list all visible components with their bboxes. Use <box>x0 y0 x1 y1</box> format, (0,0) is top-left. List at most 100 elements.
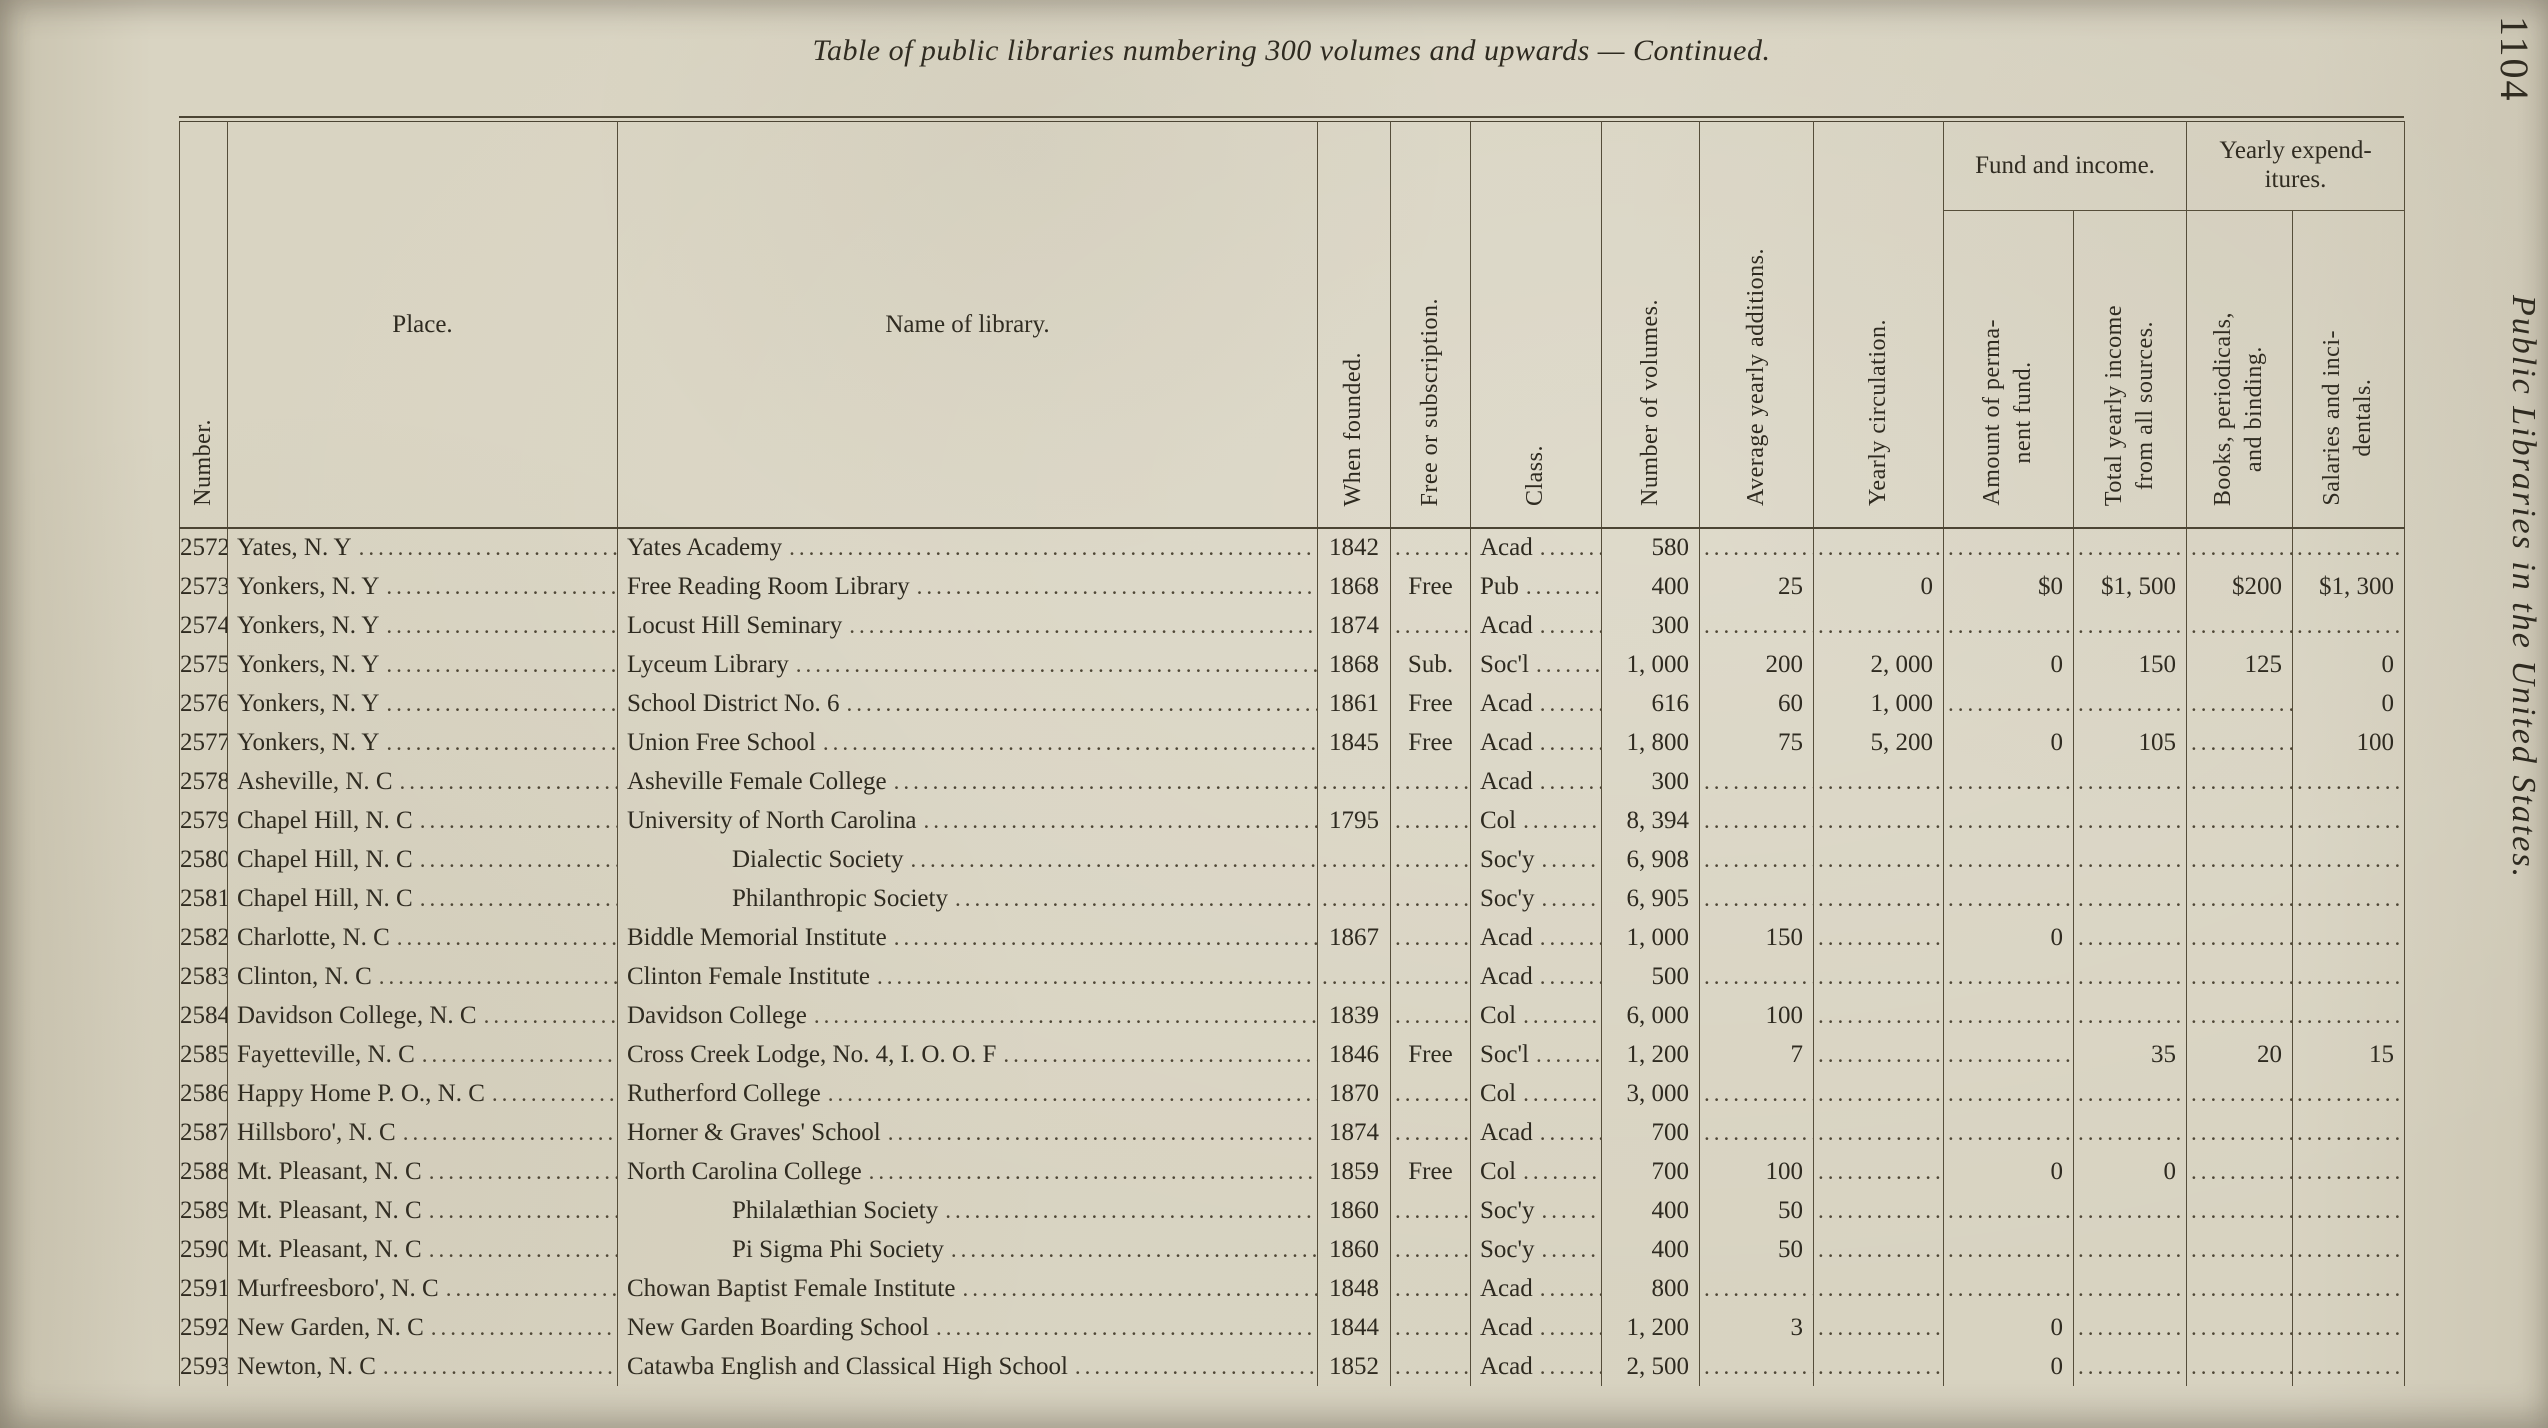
cell-free-or-sub <box>1390 528 1471 567</box>
cell-free-or-sub <box>1390 801 1471 840</box>
cell-number: 2581 <box>179 879 228 918</box>
cell-place: Mt. Pleasant, N. C <box>227 1152 618 1191</box>
cell-books-binding: 20 <box>2186 1035 2293 1074</box>
cell-books-binding <box>2186 996 2293 1035</box>
cell-place: Yonkers, N. Y <box>227 606 618 645</box>
cell-permanent-fund: 0 <box>1943 723 2074 762</box>
cell-class: Soc'y <box>1470 1230 1602 1269</box>
cell-free-or-sub <box>1390 1191 1471 1230</box>
cell-free-or-sub: Free <box>1390 1152 1471 1191</box>
cell-number: 2586 <box>179 1074 228 1113</box>
table-row: 2589 Mt. Pleasant, N. C Philalæthian Soc… <box>179 1191 2406 1230</box>
cell-library-name: Free Reading Room Library <box>617 567 1318 606</box>
cell-circulation <box>1813 1191 1944 1230</box>
cell-volumes: 6, 905 <box>1601 879 1700 918</box>
cell-library-name: Chowan Baptist Female Institute <box>617 1269 1318 1308</box>
cell-free-or-sub: Free <box>1390 723 1471 762</box>
cell-number: 2580 <box>179 840 228 879</box>
cell-place: Asheville, N. C <box>227 762 618 801</box>
cell-when-founded <box>1317 879 1391 918</box>
cell-library-name: Pi Sigma Phi Society <box>617 1230 1318 1269</box>
cell-additions <box>1699 840 1814 879</box>
cell-number: 2587 <box>179 1113 228 1152</box>
cell-salaries: 0 <box>2291 684 2406 723</box>
cell-number: 2577 <box>179 723 228 762</box>
cell-volumes: 6, 000 <box>1601 996 1700 1035</box>
cell-circulation <box>1813 1035 1944 1074</box>
cell-place: Yonkers, N. Y <box>227 567 618 606</box>
cell-books-binding <box>2186 801 2293 840</box>
cell-number: 2573 <box>179 567 228 606</box>
cell-circulation <box>1813 1152 1944 1191</box>
column-group-yearly-expenditures: Yearly expend- itures. <box>2185 121 2406 211</box>
cell-salaries <box>2291 840 2406 879</box>
cell-class: Col <box>1470 801 1602 840</box>
cell-library-name: Biddle Memorial Institute <box>617 918 1318 957</box>
cell-when-founded: 1874 <box>1317 1113 1391 1152</box>
table-row: 2593 Newton, N. C Catawba English and Cl… <box>179 1347 2406 1386</box>
cell-circulation <box>1813 1308 1944 1347</box>
cell-additions <box>1699 528 1814 567</box>
cell-total-income <box>2073 996 2187 1035</box>
cell-volumes: 700 <box>1601 1152 1700 1191</box>
cell-total-income <box>2073 1191 2187 1230</box>
column-header-when-founded: When founded. <box>1317 121 1391 529</box>
cell-salaries <box>2291 957 2406 996</box>
cell-books-binding <box>2186 1152 2293 1191</box>
cell-when-founded: 1859 <box>1317 1152 1391 1191</box>
cell-place: Yonkers, N. Y <box>227 723 618 762</box>
column-header-yearly-additions: Average yearly additions. <box>1699 121 1814 529</box>
cell-library-name: Catawba English and Classical High Schoo… <box>617 1347 1318 1386</box>
cell-circulation <box>1813 1074 1944 1113</box>
cell-permanent-fund: 0 <box>1943 1347 2074 1386</box>
cell-salaries <box>2291 762 2406 801</box>
cell-circulation <box>1813 918 1944 957</box>
cell-free-or-sub <box>1390 996 1471 1035</box>
cell-when-founded: 1852 <box>1317 1347 1391 1386</box>
cell-total-income <box>2073 1230 2187 1269</box>
cell-books-binding <box>2186 879 2293 918</box>
cell-free-or-sub <box>1390 957 1471 996</box>
cell-when-founded: 1867 <box>1317 918 1391 957</box>
cell-books-binding <box>2186 957 2293 996</box>
cell-free-or-sub <box>1390 606 1471 645</box>
cell-place: Happy Home P. O., N. C <box>227 1074 618 1113</box>
cell-free-or-sub: Free <box>1390 567 1471 606</box>
cell-circulation: 2, 000 <box>1813 645 1944 684</box>
cell-class: Col <box>1470 1152 1602 1191</box>
cell-books-binding <box>2186 606 2293 645</box>
cell-free-or-sub <box>1390 1230 1471 1269</box>
cell-circulation <box>1813 606 1944 645</box>
table-row: 2573 Yonkers, N. Y Free Reading Room Lib… <box>179 567 2406 606</box>
table-row: 2579 Chapel Hill, N. C University of Nor… <box>179 801 2406 840</box>
column-header-library-name: Name of library. <box>617 121 1318 529</box>
cell-circulation <box>1813 1347 1944 1386</box>
cell-circulation <box>1813 762 1944 801</box>
cell-class: Acad <box>1470 918 1602 957</box>
cell-total-income <box>2073 1074 2187 1113</box>
cell-free-or-sub <box>1390 918 1471 957</box>
cell-class: Pub <box>1470 567 1602 606</box>
cell-volumes: 6, 908 <box>1601 840 1700 879</box>
cell-salaries <box>2291 996 2406 1035</box>
cell-number: 2589 <box>179 1191 228 1230</box>
cell-total-income <box>2073 918 2187 957</box>
cell-additions <box>1699 1113 1814 1152</box>
cell-circulation <box>1813 1230 1944 1269</box>
cell-number: 2579 <box>179 801 228 840</box>
cell-additions: 7 <box>1699 1035 1814 1074</box>
cell-volumes: 616 <box>1601 684 1700 723</box>
column-header-books-periodicals-binding: Books, periodicals, and binding. <box>2186 210 2293 529</box>
cell-class: Col <box>1470 996 1602 1035</box>
cell-when-founded: 1860 <box>1317 1230 1391 1269</box>
cell-when-founded: 1874 <box>1317 606 1391 645</box>
cell-salaries <box>2291 528 2406 567</box>
table-row: 2592 New Garden, N. C New Garden Boardin… <box>179 1308 2406 1347</box>
cell-permanent-fund: 0 <box>1943 1308 2074 1347</box>
cell-library-name: Asheville Female College <box>617 762 1318 801</box>
cell-library-name: North Carolina College <box>617 1152 1318 1191</box>
cell-salaries <box>2291 1191 2406 1230</box>
cell-when-founded: 1848 <box>1317 1269 1391 1308</box>
cell-total-income: 0 <box>2073 1152 2187 1191</box>
cell-place: Yonkers, N. Y <box>227 645 618 684</box>
